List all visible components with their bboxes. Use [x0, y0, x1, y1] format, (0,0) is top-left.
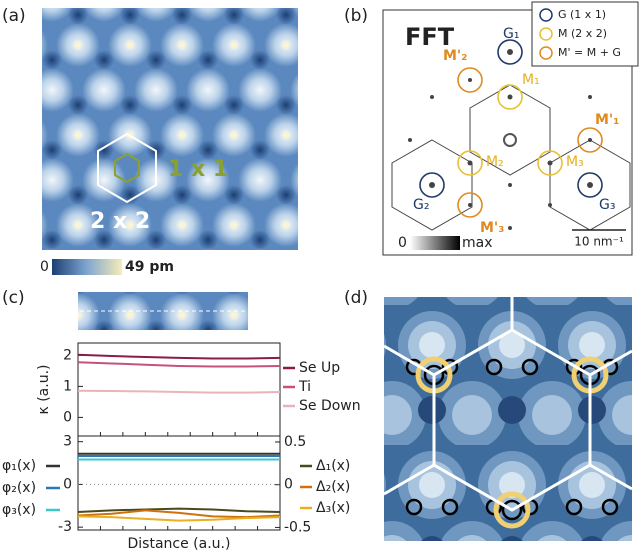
legend-entry: Se Up [299, 360, 340, 376]
legend-entry: Ti [298, 379, 311, 395]
spot-label: G₁ [503, 26, 519, 42]
legend-entry: Δ₂(x) [316, 479, 350, 495]
spot-label: M₂ [486, 154, 504, 170]
fft-spots [408, 49, 593, 230]
fft-title: FFT [405, 23, 455, 51]
panel-label: (d) [344, 288, 368, 308]
overlay-label: 2 x 2 [90, 209, 150, 234]
x-axis-label: Distance (a.u.) [128, 536, 231, 551]
spot-label: M'₃ [480, 220, 504, 236]
series-line [77, 361, 281, 368]
series-line [77, 507, 281, 514]
y-tick-label: -3 [58, 519, 72, 535]
legend-entry: Δ₃(x) [316, 500, 350, 516]
stm-image [42, 8, 298, 250]
spot-label: M'₂ [443, 48, 467, 64]
legend-entry: Δ₁(x) [316, 458, 350, 474]
y-tick-label: 1 [63, 378, 72, 394]
plot-frame [77, 435, 281, 531]
scale-bar-label: 10 nm⁻¹ [574, 235, 624, 249]
profile-image [78, 292, 248, 330]
y2-tick-label: 0 [284, 477, 293, 493]
overlay-label: 1 x 1 [168, 157, 228, 182]
legend-entry: φ₂(x) [2, 480, 36, 496]
colorbar-label: 0 [398, 235, 407, 251]
series-line [77, 389, 281, 394]
series-line [77, 353, 281, 360]
legend-entry: φ₃(x) [2, 502, 36, 518]
y-tick-label: 0 [63, 409, 72, 425]
colorbar [410, 236, 460, 250]
colorbar-label: 49 pm [125, 259, 174, 275]
colorbar-label: max [462, 235, 493, 251]
spot-label: G₃ [599, 197, 615, 213]
legend-entry: M (2 x 2) [558, 27, 607, 40]
legend-box [531, 1, 639, 67]
legend-marker [539, 8, 553, 22]
spot-label: M₃ [566, 154, 584, 170]
hexagon-lines [383, 297, 633, 512]
legend-entry: φ₁(x) [2, 458, 36, 474]
colorbar [52, 259, 122, 275]
legend-entry: Se Down [299, 398, 361, 414]
spot-label: M'₁ [595, 112, 619, 128]
y-tick-label: 3 [63, 434, 72, 450]
panel-label: (a) [2, 6, 26, 26]
y2-tick-label: 0.5 [284, 434, 306, 450]
y2-tick-label: -0.5 [284, 519, 311, 535]
y-axis-label: κ (a.u.) [36, 365, 52, 415]
series-line [77, 515, 281, 522]
legend-marker [539, 46, 553, 60]
spot-circles [419, 39, 603, 218]
spot-label: M₁ [522, 72, 540, 88]
legend-entry: M' = M + G [558, 46, 621, 59]
spot-labels: G₁ G₂ G₃ M₁ M₂ M₃ M'₁ M'₂ M'₃ [413, 26, 619, 236]
y-tick-label: 0 [63, 476, 72, 492]
legend-marker [539, 27, 553, 41]
panel-label: (b) [344, 6, 368, 26]
panel-label: (c) [2, 288, 25, 308]
legend-entry: G (1 x 1) [558, 8, 606, 21]
hexagon [114, 152, 140, 184]
colorbar-label: 0 [40, 259, 49, 275]
hexagon [97, 132, 157, 204]
spot-label: G₂ [413, 197, 429, 213]
y-tick-label: 2 [63, 347, 72, 363]
